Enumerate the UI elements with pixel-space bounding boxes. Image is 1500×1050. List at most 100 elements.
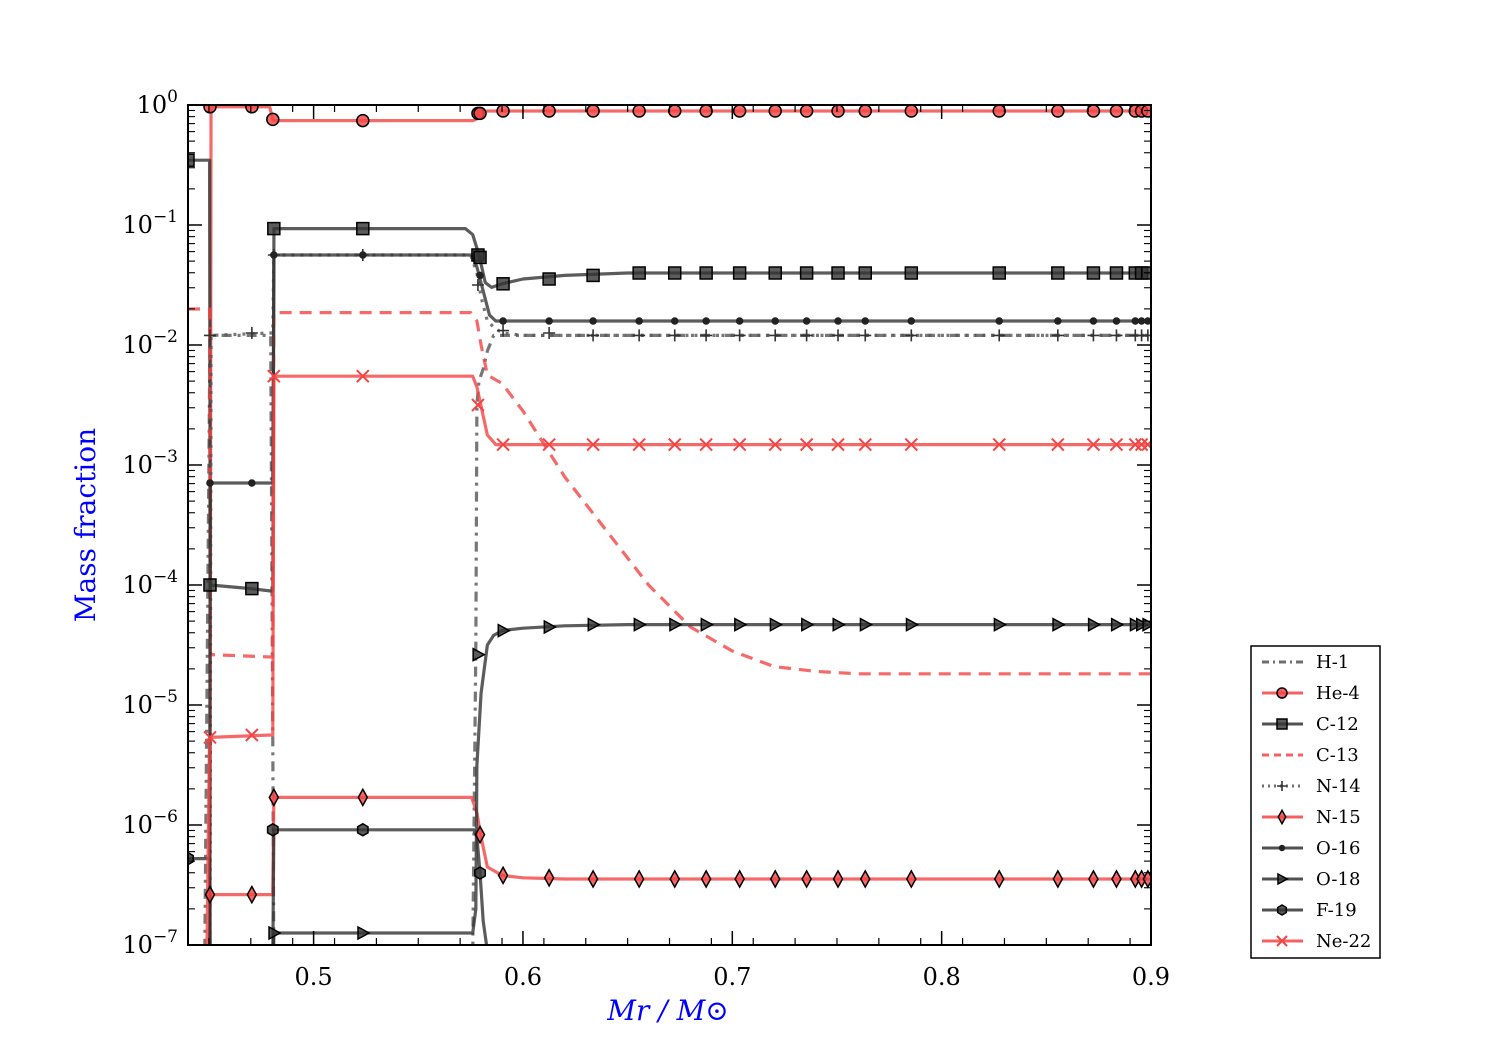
marker-he-4 xyxy=(356,113,370,128)
marker-ne-22 xyxy=(1141,437,1151,452)
marker-n-15 xyxy=(669,869,681,889)
marker-c-12 xyxy=(667,266,682,280)
marker-n-15 xyxy=(993,869,1005,889)
marker-n-14 xyxy=(1087,329,1100,342)
marker-o-16 xyxy=(907,317,916,325)
x-tick-label: 0.8 xyxy=(923,963,961,991)
marker-ne-22 xyxy=(831,437,845,452)
marker-n-14 xyxy=(800,329,813,342)
marker-ne-22 xyxy=(1109,437,1124,452)
marker-o-18 xyxy=(993,617,1008,632)
series-line-c-13 xyxy=(188,307,1151,676)
marker-n-14 xyxy=(203,329,216,342)
plot-markers xyxy=(188,105,1151,941)
marker-o-16 xyxy=(735,317,744,325)
marker-he-4 xyxy=(266,112,280,127)
marker-c-12 xyxy=(799,266,814,280)
marker-n-15 xyxy=(246,884,258,905)
marker-o-16 xyxy=(1112,317,1121,325)
x-tick-label: 0.9 xyxy=(1132,963,1170,991)
legend-marker-o-18 xyxy=(1277,872,1289,886)
marker-ne-22 xyxy=(1134,437,1149,452)
marker-o-16 xyxy=(270,251,278,259)
legend-box xyxy=(1250,645,1381,959)
marker-he-4 xyxy=(699,105,713,118)
marker-n-15 xyxy=(801,869,812,889)
marker-o-18 xyxy=(472,647,486,662)
marker-n-15 xyxy=(700,869,712,889)
marker-n-14 xyxy=(832,329,845,342)
marker-n-14 xyxy=(471,279,484,291)
marker-he-4 xyxy=(632,105,646,118)
legend-marker-n-15 xyxy=(1277,808,1287,826)
marker-ne-22 xyxy=(356,369,370,383)
marker-c-12 xyxy=(831,266,845,280)
marker-c-12 xyxy=(586,268,600,283)
marker-f-19 xyxy=(356,822,369,837)
marker-n-14 xyxy=(497,324,510,337)
marker-ne-22 xyxy=(632,437,646,452)
marker-ne-22 xyxy=(699,437,713,452)
marker-n-15 xyxy=(1088,869,1099,889)
marker-o-18 xyxy=(669,617,683,632)
marker-o-16 xyxy=(1131,317,1140,325)
marker-n-14 xyxy=(543,327,556,339)
marker-ne-22 xyxy=(496,437,510,452)
marker-he-4 xyxy=(1109,105,1124,118)
marker-he-4 xyxy=(1086,105,1101,118)
marker-n-15 xyxy=(769,869,781,889)
marker-o-18 xyxy=(268,925,282,941)
marker-n-14 xyxy=(245,327,258,339)
marker-o-18 xyxy=(1087,617,1102,632)
marker-n-14 xyxy=(993,329,1006,342)
legend-marker-he-4 xyxy=(1276,687,1288,699)
legend-label: H-1 xyxy=(1316,652,1349,673)
legend-marker-o-16 xyxy=(1278,844,1286,852)
legend-label: F-19 xyxy=(1316,900,1357,921)
marker-ne-22 xyxy=(732,437,747,452)
marker-o-18 xyxy=(1110,617,1125,632)
marker-c-12 xyxy=(699,266,713,280)
marker-ne-22 xyxy=(799,437,814,452)
marker-o-16 xyxy=(635,317,643,325)
marker-n-15 xyxy=(497,865,509,886)
marker-ne-22 xyxy=(1128,437,1143,452)
marker-n-14 xyxy=(1110,329,1123,342)
y-tick-label: 10−7 xyxy=(122,927,178,959)
marker-n-15 xyxy=(859,869,871,889)
marker-c-12 xyxy=(245,581,259,596)
legend-label: C-12 xyxy=(1316,714,1359,735)
marker-he-4 xyxy=(245,105,259,114)
marker-n-15 xyxy=(905,869,917,889)
legend-label: Ne-22 xyxy=(1316,931,1371,952)
x-tick-label: 0.5 xyxy=(295,963,333,991)
marker-ne-22 xyxy=(586,437,600,452)
marker-n-14 xyxy=(905,329,918,342)
marker-o-16 xyxy=(476,271,484,280)
legend-label: O-18 xyxy=(1316,869,1360,890)
series-line-ne-22 xyxy=(205,374,1151,945)
y-tick-label: 10−5 xyxy=(122,687,178,719)
marker-o-18 xyxy=(357,925,371,941)
marker-n-15 xyxy=(204,884,216,905)
legend-label: He-4 xyxy=(1316,683,1360,704)
marker-c-12 xyxy=(188,153,195,167)
marker-c-12 xyxy=(267,221,281,236)
marker-he-4 xyxy=(904,105,919,118)
marker-ne-22 xyxy=(904,437,919,452)
marker-c-12 xyxy=(732,266,747,280)
marker-c-12 xyxy=(356,221,370,236)
marker-o-18 xyxy=(832,617,846,632)
legend-label: C-13 xyxy=(1316,745,1359,766)
y-tick-label: 10−6 xyxy=(122,807,178,839)
marker-o-16 xyxy=(861,317,870,325)
y-axis-label: Mass fraction xyxy=(69,428,102,622)
legend-marker-ne-22 xyxy=(1276,935,1288,947)
marker-n-15 xyxy=(474,824,486,845)
marker-ne-22 xyxy=(858,437,872,452)
x-tick-label: 0.7 xyxy=(713,963,751,991)
marker-he-4 xyxy=(768,105,782,118)
marker-n-15 xyxy=(587,869,599,889)
marker-ne-22 xyxy=(267,369,281,383)
x-axis-label: Mr / M⊙ xyxy=(606,994,728,1027)
